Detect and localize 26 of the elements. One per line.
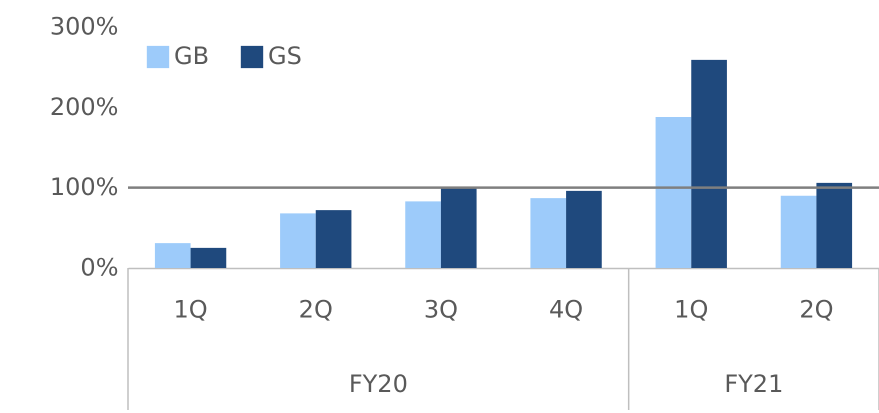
bar bbox=[405, 201, 441, 268]
bar bbox=[816, 182, 852, 268]
y-tick-label: 300% bbox=[50, 12, 118, 40]
legend-label: GB bbox=[174, 42, 210, 70]
y-tick-label: 100% bbox=[50, 173, 118, 202]
bar bbox=[566, 190, 602, 268]
x-tick-label: 2Q bbox=[799, 296, 834, 324]
bar bbox=[440, 188, 477, 268]
bar bbox=[316, 210, 352, 268]
bar bbox=[530, 198, 566, 268]
bar bbox=[190, 248, 226, 268]
y-tick-label: 0% bbox=[80, 254, 118, 282]
bar bbox=[780, 196, 816, 268]
bar bbox=[691, 60, 727, 268]
text: FY21 bbox=[724, 370, 784, 398]
bar bbox=[280, 213, 316, 268]
x-tick-label: 2Q bbox=[298, 296, 333, 324]
bar bbox=[656, 116, 692, 268]
x-tick-label: 4Q bbox=[548, 296, 584, 324]
x-tick-label: 1Q bbox=[173, 296, 208, 324]
text: FY20 bbox=[348, 370, 408, 398]
bar bbox=[154, 243, 191, 268]
x-tick-label: 1Q bbox=[674, 296, 708, 324]
legend-label: GS bbox=[268, 42, 302, 70]
y-tick-label: 200% bbox=[50, 92, 118, 121]
x-tick-label: 3Q bbox=[424, 296, 458, 324]
